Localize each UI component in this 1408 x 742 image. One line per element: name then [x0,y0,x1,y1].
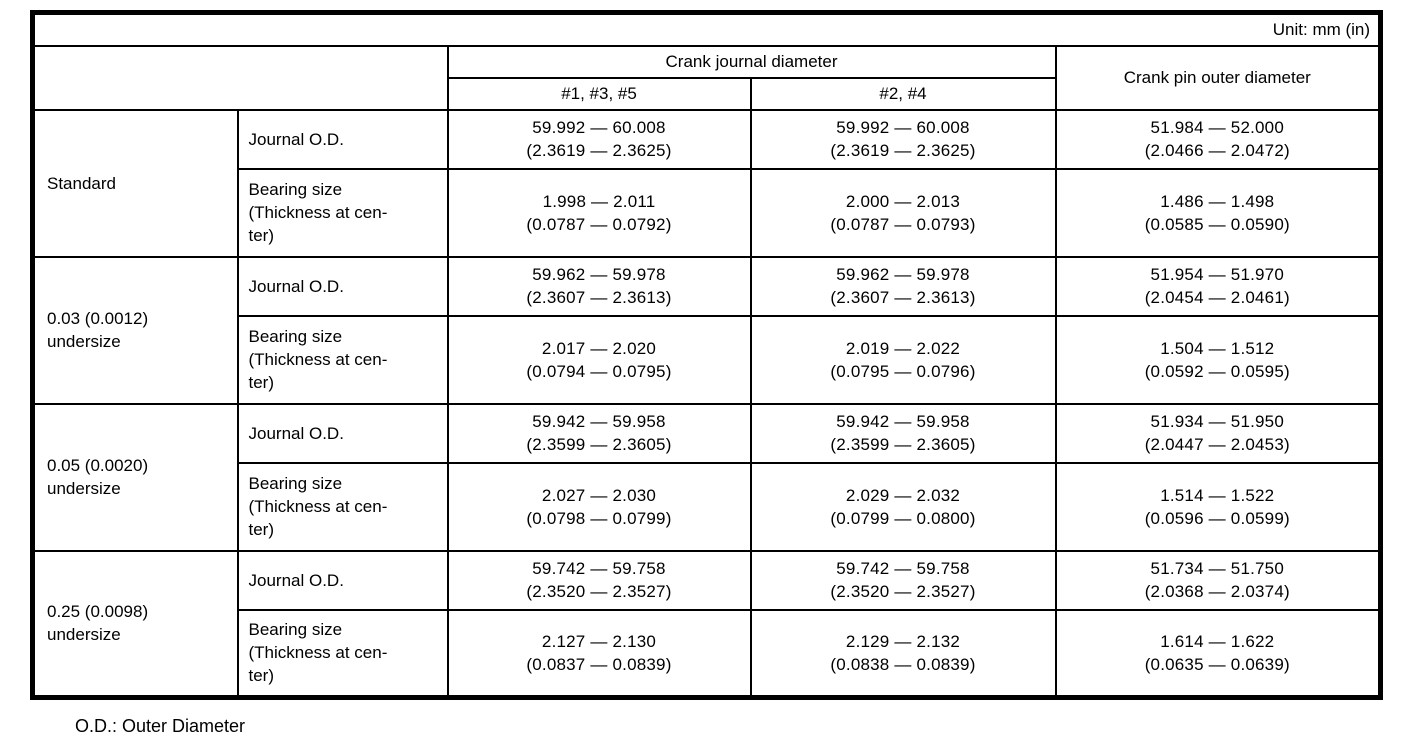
spec-value-cell: 2.000 — 2.013 (0.0787 — 0.0793) [749,167,1057,258]
spec-value-cell: 59.992 — 60.008 (2.3619 — 2.3625) [446,108,752,170]
spec-value-cell: 59.942 — 59.958 (2.3599 — 2.3605) [446,402,752,464]
spec-value-cell: 1.486 — 1.498 (0.0585 — 0.0590) [1054,167,1382,258]
table-row: Bearing size (Thickness at cen- ter) 2.0… [33,461,1382,552]
header-journals-1-3-5: #1, #3, #5 [446,76,752,111]
row-label-bearing-size: Bearing size (Thickness at cen- ter) [236,314,449,405]
spec-value-cell: 59.962 — 59.978 (2.3607 — 2.3613) [446,255,752,317]
table-row: Bearing size (Thickness at cen- ter) 2.1… [33,608,1382,699]
group-label-005-undersize: 0.05 (0.0020) undersize [31,402,239,552]
spec-value-cell: 2.127 — 2.130 (0.0837 — 0.0839) [446,608,752,699]
spec-value-cell: 1.504 — 1.512 (0.0592 — 0.0595) [1054,314,1382,405]
spec-value-cell: 59.742 — 59.758 (2.3520 — 2.3527) [446,549,752,611]
table-row: 0.25 (0.0098) undersize Journal O.D. 59.… [31,549,1382,699]
header-blank-cell [31,44,449,111]
row-label-journal-od: Journal O.D. [236,255,449,317]
spec-value-cell: 51.934 — 51.950 (2.0447 — 2.0453) [1054,402,1382,464]
table-row: 0.03 (0.0012) undersize Journal O.D. 59.… [31,255,1382,405]
group-label-003-undersize: 0.03 (0.0012) undersize [31,255,239,405]
spec-value-cell: 59.992 — 60.008 (2.3619 — 2.3625) [749,108,1057,170]
spec-value-cell: 1.998 — 2.011 (0.0787 — 0.0792) [446,167,752,258]
row-label-journal-od: Journal O.D. [236,549,449,611]
header-journals-2-4: #2, #4 [749,76,1057,111]
spec-value-cell: 59.962 — 59.978 (2.3607 — 2.3613) [749,255,1057,317]
spec-value-cell: 2.019 — 2.022 (0.0795 — 0.0796) [749,314,1057,405]
spec-value-cell: 59.942 — 59.958 (2.3599 — 2.3605) [749,402,1057,464]
header-row-2: #1, #3, #5 #2, #4 [33,76,1381,111]
row-label-journal-od: Journal O.D. [236,108,449,170]
footnote-od-definition: O.D.: Outer Diameter [75,716,246,736]
table-row: Bearing size (Thickness at cen- ter) 2.0… [33,314,1382,405]
row-label-bearing-size: Bearing size (Thickness at cen- ter) [236,608,449,699]
group-label-standard: Standard [31,108,239,258]
row-label-journal-od: Journal O.D. [236,402,449,464]
crankshaft-spec-table: Unit: mm (in) Crank journal diameter Cra… [30,10,1384,700]
unit-label: Unit: mm (in) [31,11,1382,47]
spec-value-cell: 1.514 — 1.522 (0.0596 — 0.0599) [1054,461,1382,552]
header-crank-journal-diameter: Crank journal diameter [446,44,1057,79]
header-crank-pin-outer-diameter: Crank pin outer diameter [1054,44,1382,111]
spec-value-cell: 2.029 — 2.032 (0.0799 — 0.0800) [749,461,1057,552]
spec-value-cell: 2.027 — 2.030 (0.0798 — 0.0799) [446,461,752,552]
table-row: 0.05 (0.0020) undersize Journal O.D. 59.… [31,402,1382,552]
row-label-bearing-size: Bearing size (Thickness at cen- ter) [236,461,449,552]
spec-value-cell: 1.614 — 1.622 (0.0635 — 0.0639) [1054,608,1382,699]
spec-value-cell: 51.734 — 51.750 (2.0368 — 2.0374) [1054,549,1382,611]
row-label-bearing-size: Bearing size (Thickness at cen- ter) [236,167,449,258]
group-label-025-undersize: 0.25 (0.0098) undersize [31,549,239,699]
spec-value-cell: 2.017 — 2.020 (0.0794 — 0.0795) [446,314,752,405]
spec-value-cell: 2.129 — 2.132 (0.0838 — 0.0839) [749,608,1057,699]
spec-value-cell: 51.984 — 52.000 (2.0466 — 2.0472) [1054,108,1382,170]
spec-value-cell: 51.954 — 51.970 (2.0454 — 2.0461) [1054,255,1382,317]
table-row: Bearing size (Thickness at cen- ter) 1.9… [33,167,1382,258]
header-row-1: Crank journal diameter Crank pin outer d… [31,44,1382,111]
unit-row: Unit: mm (in) [31,11,1382,47]
spec-value-cell: 59.742 — 59.758 (2.3520 — 2.3527) [749,549,1057,611]
table-row: Standard Journal O.D. 59.992 — 60.008 (2… [31,108,1382,258]
